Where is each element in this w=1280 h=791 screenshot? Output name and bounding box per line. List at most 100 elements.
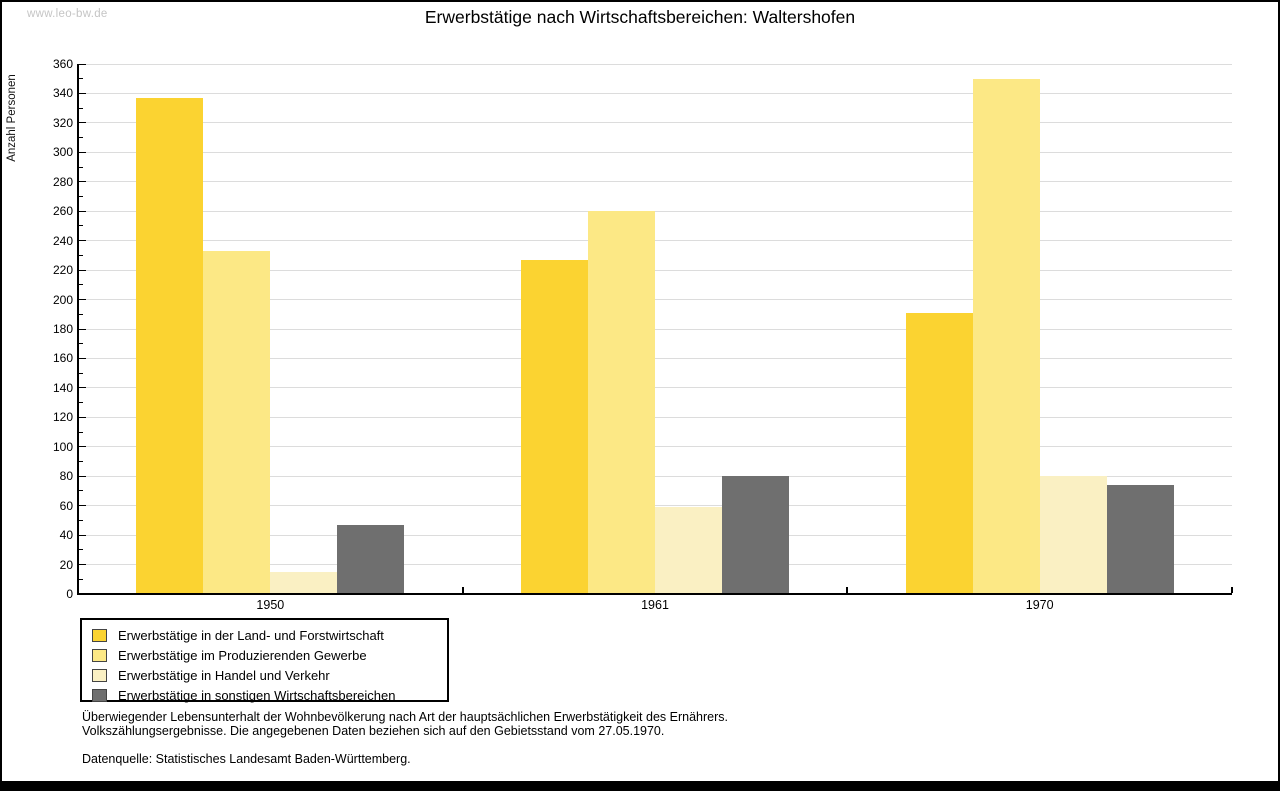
site-watermark: www.leo-bw.de [27, 8, 108, 20]
y-axis-line [77, 64, 79, 595]
y-tick-label: 280 [52, 174, 73, 189]
y-tick [79, 475, 86, 477]
y-tick [79, 269, 86, 271]
footnote-line1: Überwiegender Lebensunterhalt der Wohnbe… [82, 710, 728, 724]
y-tick [79, 446, 86, 448]
legend-item: Erwerbstätige in sonstigen Wirtschaftsbe… [82, 685, 447, 705]
legend-label: Erwerbstätige in sonstigen Wirtschaftsbe… [118, 687, 396, 703]
gridline [78, 299, 1232, 301]
y-tick-label: 40 [59, 528, 73, 543]
legend-item: Erwerbstätige in der Land- und Forstwirt… [82, 625, 447, 645]
y-tick [79, 490, 83, 492]
y-tick-label: 320 [52, 115, 73, 130]
y-tick [79, 402, 83, 404]
bar-1961-s2 [655, 507, 722, 594]
gridline [78, 475, 1232, 477]
y-tick [79, 343, 83, 345]
x-axis-line [77, 593, 1232, 595]
y-tick [79, 519, 83, 521]
x-tick-label: 1970 [1025, 598, 1054, 612]
y-tick [79, 181, 86, 183]
y-tick [79, 372, 83, 374]
y-tick [79, 578, 83, 580]
bottom-border-bar [2, 781, 1278, 789]
bar-1961-s0 [521, 259, 588, 594]
y-tick-label: 220 [52, 263, 73, 278]
y-tick-label: 340 [52, 86, 73, 101]
gridline [78, 387, 1232, 389]
y-tick-label: 80 [59, 469, 73, 484]
y-tick [79, 357, 86, 359]
y-tick [79, 299, 86, 301]
y-tick [79, 63, 86, 65]
y-tick [79, 210, 86, 212]
x-tick [461, 587, 464, 593]
bar-1970-s3 [1106, 485, 1174, 594]
gridline [78, 269, 1232, 271]
y-tick [79, 92, 86, 94]
bar-1950-s3 [337, 524, 405, 594]
legend-swatch-icon [92, 688, 107, 702]
gridline [78, 181, 1232, 183]
bar-1950-s2 [270, 571, 338, 594]
legend-swatch-icon [92, 648, 107, 662]
legend-label: Erwerbstätige in der Land- und Forstwirt… [118, 627, 384, 643]
y-tick-label: 100 [52, 439, 73, 454]
data-source: Datenquelle: Statistisches Landesamt Bad… [82, 752, 411, 766]
legend-label: Erwerbstätige in Handel und Verkehr [118, 667, 330, 683]
y-tick [79, 122, 86, 124]
y-tick [79, 461, 83, 462]
gridline [78, 240, 1232, 242]
y-tick-label: 120 [52, 410, 73, 425]
legend-swatch-icon [92, 628, 107, 642]
y-tick [79, 166, 83, 168]
gridline [78, 210, 1232, 212]
y-tick [79, 240, 86, 242]
gridline [78, 357, 1232, 359]
y-tick-label: 140 [52, 380, 73, 395]
gridline [78, 122, 1232, 124]
gridline [78, 328, 1232, 330]
footnote: Überwiegender Lebensunterhalt der Wohnbe… [82, 710, 1232, 767]
x-tick-label: 1961 [641, 598, 669, 612]
bar-1970-s1 [972, 78, 1040, 594]
gridline [78, 151, 1232, 153]
chart-title: Erwerbstätige nach Wirtschaftsbereichen:… [424, 7, 856, 27]
gridline [78, 446, 1232, 448]
y-tick-label: 240 [52, 233, 73, 248]
y-tick-label: 180 [52, 322, 73, 336]
y-tick-label: 160 [52, 351, 73, 366]
y-tick-label: 0 [66, 587, 73, 601]
legend-box: Erwerbstätige in der Land- und Forstwirt… [80, 618, 449, 705]
x-tick [1231, 587, 1233, 593]
y-tick [79, 387, 86, 389]
y-tick-label: 300 [52, 145, 73, 160]
y-tick-label: 260 [52, 204, 73, 219]
y-tick [79, 137, 83, 139]
y-tick [79, 416, 86, 418]
y-tick [79, 107, 83, 109]
x-tick-label: 1950 [256, 598, 285, 612]
y-tick-label: 360 [52, 57, 73, 71]
bar-1950-s1 [203, 250, 271, 594]
y-tick [79, 564, 86, 566]
y-tick [79, 196, 83, 197]
gridline [78, 416, 1232, 418]
bar-1961-s3 [722, 476, 789, 594]
y-tick [79, 534, 86, 536]
x-tick [846, 587, 849, 593]
y-tick-label: 60 [59, 498, 73, 513]
y-tick [79, 284, 83, 286]
y-tick [79, 505, 86, 507]
y-tick [79, 431, 83, 433]
y-tick [79, 549, 83, 551]
gridline [78, 505, 1232, 507]
y-tick-label: 200 [52, 292, 73, 307]
bar-1970-s0 [905, 312, 973, 594]
y-tick [79, 254, 83, 256]
y-tick [79, 151, 86, 153]
y-tick [79, 225, 83, 227]
bar-1970-s2 [1039, 476, 1107, 594]
